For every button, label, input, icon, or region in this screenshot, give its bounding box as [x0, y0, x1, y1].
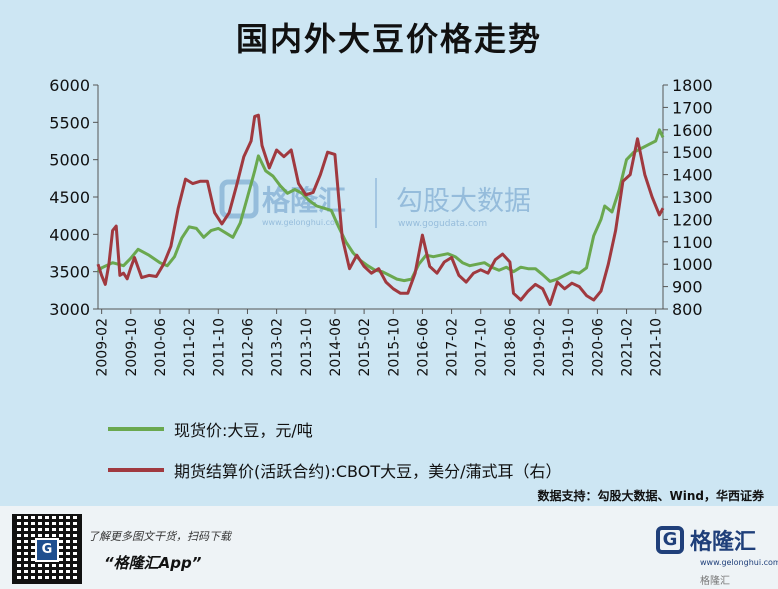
axes: 3000 3500 4000 4500 5000 5500 6000 800 900 1000 11…	[49, 76, 712, 377]
x-tick-label: 2014-06	[328, 318, 344, 377]
footer-banner: G 了解更多图文干货，扫码下载 “格隆汇App” G 格隆汇 www.gelon…	[0, 506, 778, 589]
brand-logo-icon: G	[656, 526, 684, 554]
y-left-tick-label: 3500	[49, 263, 90, 282]
x-tick-label: 2011-02	[182, 318, 198, 377]
x-tick-label: 2013-02	[270, 318, 286, 377]
y-right-tick-label: 1000	[672, 255, 713, 274]
legend-futures-swatch	[108, 468, 164, 472]
x-tick-label: 2018-06	[503, 318, 519, 377]
y-left-tick-label: 5000	[49, 151, 90, 170]
price-chart: 格隆汇 www.gelonghui.com 勾股大数据 www.gogudata…	[49, 76, 712, 377]
series-line-futures	[96, 113, 665, 306]
footer-logo: G 格隆汇	[656, 524, 756, 556]
y-right-tick-label: 1800	[672, 76, 713, 95]
x-tick-label: 2021-10	[649, 318, 665, 377]
y-right-tick-label: 1100	[672, 233, 713, 252]
y-right-tick-label: 900	[672, 278, 703, 297]
x-tick-label: 2016-06	[415, 318, 431, 377]
y-right-tick-label: 1500	[672, 143, 713, 162]
y-right-tick-label: 1200	[672, 210, 713, 229]
y-left-tick-label: 4500	[49, 188, 90, 207]
series-layer	[96, 113, 665, 306]
x-tick-label: 2015-10	[386, 318, 402, 377]
watermark-brand-url: www.gelonghui.com	[262, 218, 343, 227]
legend-spot-label: 现货价:大豆，元/吨	[174, 421, 313, 440]
source-note: 数据支持：勾股大数据、Wind，华西证券	[537, 489, 764, 503]
footer-promo: 了解更多图文干货，扫码下载	[88, 530, 231, 543]
watermark-partner: 勾股大数据	[396, 186, 531, 217]
y-left-tick-label: 5500	[49, 113, 90, 132]
footer-app-name: “格隆汇App”	[104, 554, 202, 572]
series-line-spot	[96, 128, 665, 283]
legend-spot-swatch	[108, 427, 164, 431]
qr-logo-icon: G	[35, 538, 59, 562]
x-tick-label: 2017-10	[474, 318, 490, 377]
footer-logo-text: 格隆汇	[690, 530, 757, 555]
chart-title: 国内外大豆价格走势	[235, 20, 542, 58]
x-tick-label: 2011-10	[211, 318, 227, 377]
x-tick-label: 2013-10	[299, 318, 315, 377]
x-tick-label: 2009-02	[95, 318, 111, 377]
watermark: 格隆汇 www.gelonghui.com 勾股大数据 www.gogudata…	[219, 178, 531, 229]
y-left-tick-label: 3000	[49, 300, 90, 319]
x-tick-label: 2017-02	[445, 318, 461, 377]
watermark-logo-icon	[219, 179, 259, 219]
y-right-tick-label: 1700	[672, 98, 713, 117]
x-tick-label: 2010-06	[153, 318, 169, 377]
x-tick-label: 2020-06	[590, 318, 606, 377]
legend-futures: 期货结算价(活跃合约):CBOT大豆，美分/蒲式耳（右）	[108, 458, 562, 482]
y-right-tick-label: 1400	[672, 166, 713, 185]
x-tick-label: 2009-10	[124, 318, 140, 377]
y-left-tick-label: 6000	[49, 76, 90, 95]
x-tick-label: 2021-02	[620, 318, 636, 377]
y-right-tick-label: 1300	[672, 188, 713, 207]
y-right-tick-label: 800	[672, 300, 703, 319]
footer-logo-url: www.gelonghui.com	[700, 558, 778, 567]
x-tick-label: 2019-02	[532, 318, 548, 377]
legend-spot: 现货价:大豆，元/吨	[108, 417, 313, 441]
x-tick-label: 2012-06	[240, 318, 256, 377]
x-tick-label: 2015-02	[357, 318, 373, 377]
x-tick-label: 2019-10	[561, 318, 577, 377]
y-left-tick-label: 4000	[49, 225, 90, 244]
watermark-partner-url: www.gogudata.com	[398, 219, 487, 229]
y-right-tick-label: 1600	[672, 121, 713, 140]
footer-logo-small: 格隆汇	[700, 576, 730, 587]
legend-futures-label: 期货结算价(活跃合约):CBOT大豆，美分/蒲式耳（右）	[174, 462, 562, 481]
